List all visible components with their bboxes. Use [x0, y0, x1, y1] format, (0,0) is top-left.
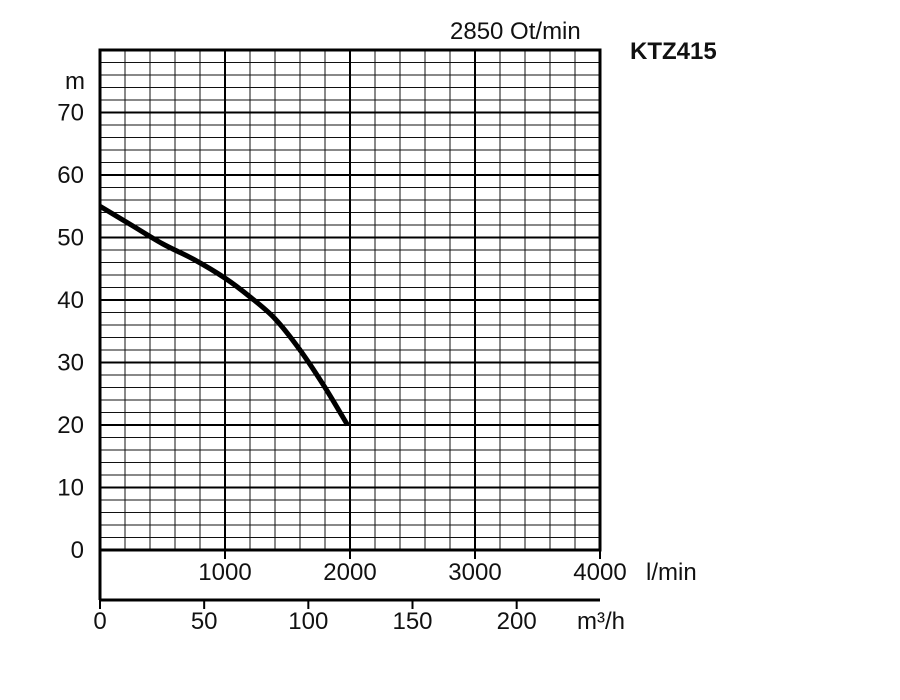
- y-tick-labels: 0 10 20 30 40 50 60 70: [57, 100, 84, 565]
- y-tick-label: 20: [57, 412, 84, 439]
- major-grid: [100, 50, 600, 550]
- x-tick-label-m3h: 150: [392, 608, 432, 635]
- x-tick-label-lmin: 4000: [573, 559, 626, 586]
- y-tick-label: 30: [57, 350, 84, 377]
- x-tick-label-m3h: 200: [497, 608, 537, 635]
- plot-frame: [98, 48, 602, 609]
- x-axis-unit-lmin: l/min: [646, 559, 697, 586]
- curve-layer: [98, 204, 350, 427]
- x-tick-label-m3h: 0: [93, 608, 106, 635]
- y-tick-label: 60: [57, 162, 84, 189]
- x-axis-unit-m3h: m³/h: [577, 608, 625, 635]
- y-tick-label: 0: [71, 537, 84, 564]
- x-tick-label-m3h: 50: [191, 608, 218, 635]
- y-tick-label: 70: [57, 100, 84, 127]
- x-tick-labels-m3h: 0 50 100 150 200: [93, 608, 536, 635]
- y-tick-label: 40: [57, 287, 84, 314]
- x-tick-label-lmin: 1000: [198, 559, 251, 586]
- x-tick-label-lmin: 2000: [323, 559, 376, 586]
- x-tick-label-m3h: 100: [288, 608, 328, 635]
- x-tick-labels-lmin: 1000 2000 3000 4000: [198, 559, 626, 586]
- y-axis-label: m: [65, 68, 85, 95]
- model-title: KTZ415: [630, 38, 717, 65]
- y-tick-label: 10: [57, 475, 84, 502]
- x-tick-label-lmin: 3000: [448, 559, 501, 586]
- y-tick-label: 50: [57, 225, 84, 252]
- pump-curve-line: [98, 204, 350, 427]
- speed-label: 2850 Ot/min: [450, 18, 581, 45]
